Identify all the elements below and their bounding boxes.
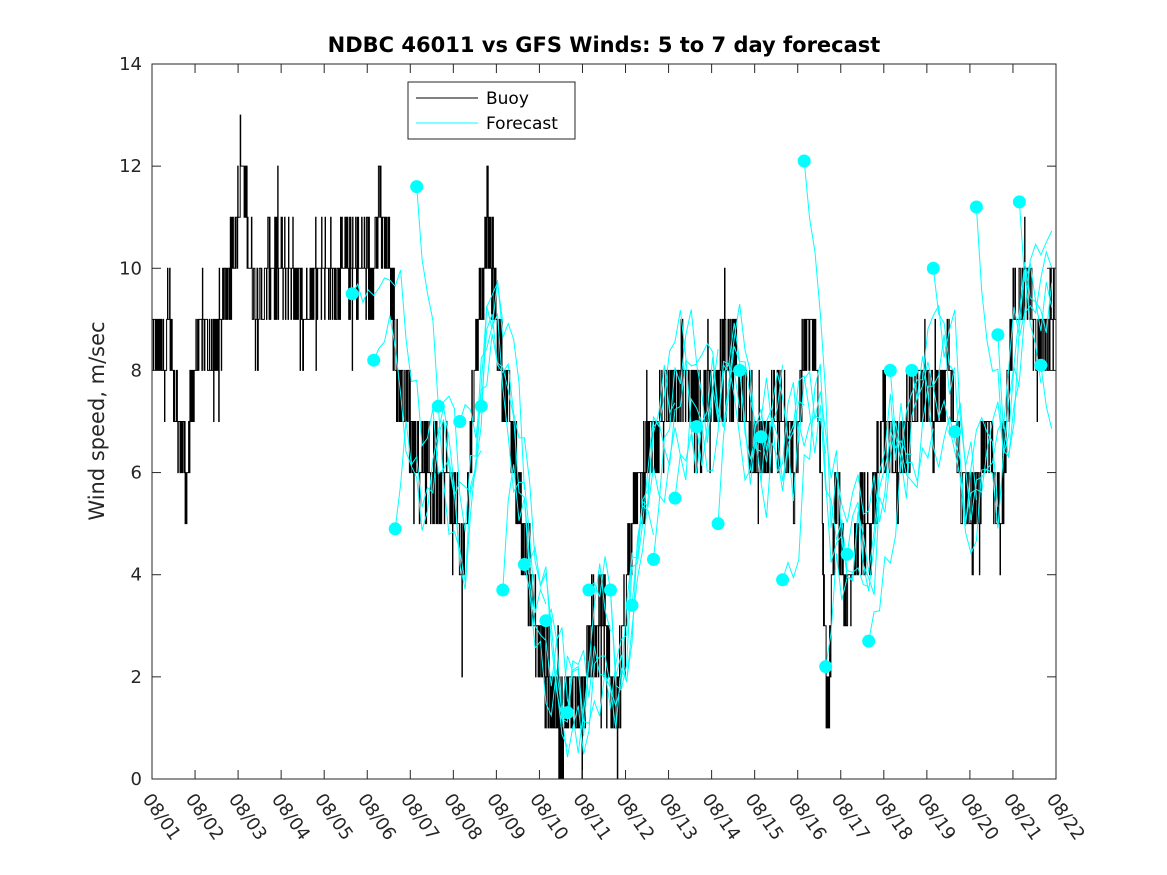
forecast-series-line — [911, 361, 1020, 555]
forecast-marker — [926, 261, 940, 275]
forecast-marker — [431, 399, 445, 413]
chart-title: NDBC 46011 vs GFS Winds: 5 to 7 day fore… — [328, 33, 881, 57]
legend-buoy-label: Buoy — [486, 89, 529, 109]
y-tick-label: 10 — [119, 258, 142, 279]
forecast-marker — [754, 430, 768, 444]
forecast-series-line — [588, 310, 698, 691]
forecast-series-line — [889, 356, 999, 527]
legend-box — [407, 81, 576, 140]
forecast-series-line — [997, 230, 1053, 429]
y-tick-label: 0 — [131, 769, 142, 790]
forecast-marker — [862, 634, 876, 648]
forecast-marker — [776, 573, 790, 587]
forecast-series-line — [610, 349, 719, 682]
forecast-marker — [991, 328, 1005, 342]
forecast-marker — [496, 583, 510, 597]
forecast-marker — [345, 287, 359, 301]
buoy-series-line — [152, 114, 1056, 780]
y-tick-label: 8 — [131, 360, 142, 381]
forecast-series-line — [459, 334, 568, 748]
y-axis-label: Wind speed, m/sec — [85, 321, 109, 520]
forecast-marker — [969, 200, 983, 214]
forecast-marker — [883, 363, 897, 377]
forecast-marker — [948, 425, 962, 439]
y-tick-label: 6 — [131, 463, 142, 484]
forecast-marker — [453, 415, 467, 428]
forecast-series-line — [825, 393, 934, 667]
forecast-marker — [388, 522, 402, 536]
forecast-marker — [668, 491, 682, 505]
forecast-marker — [539, 614, 553, 628]
y-tick-label: 4 — [131, 565, 142, 586]
forecast-marker — [1012, 195, 1026, 209]
forecast-series-line — [545, 504, 654, 758]
forecast-marker — [733, 363, 747, 377]
forecast-series-line — [932, 268, 1042, 521]
forecast-marker — [797, 154, 811, 168]
forecast-marker — [690, 420, 704, 434]
y-tick-label: 12 — [119, 156, 142, 177]
legend-forecast-label: Forecast — [486, 114, 558, 134]
forecast-series-line — [437, 312, 547, 614]
forecast-marker — [647, 552, 660, 566]
series-layer — [152, 114, 1056, 780]
forecast-marker — [711, 517, 725, 531]
forecast-series-line — [760, 370, 869, 588]
forecast-series-line — [739, 370, 848, 571]
forecast-marker — [1034, 358, 1048, 372]
forecast-marker — [840, 547, 854, 561]
forecast-marker — [604, 583, 617, 597]
marker-layer — [345, 154, 1048, 720]
forecast-series-line — [566, 364, 676, 713]
forecast-series-line — [394, 280, 504, 529]
y-tick-label: 2 — [131, 667, 142, 688]
forecast-marker — [905, 363, 919, 377]
y-tick-label: 14 — [119, 54, 142, 75]
forecast-series-line — [975, 206, 1053, 457]
forecast-series-line — [868, 304, 977, 642]
forecast-series-line — [1018, 201, 1053, 334]
forecast-marker — [560, 706, 574, 720]
forecast-series-line — [1040, 365, 1053, 430]
forecast-marker — [517, 558, 531, 571]
forecast-marker — [819, 660, 833, 674]
forecast-series-line — [846, 334, 956, 596]
forecast-marker — [474, 399, 488, 413]
forecast-series-line — [653, 303, 762, 560]
forecast-marker — [410, 180, 424, 194]
forecast-series-line — [523, 552, 633, 724]
forecast-series-line — [480, 313, 590, 737]
forecast-marker — [367, 353, 381, 367]
forecast-series-line — [782, 363, 891, 592]
plot-frame — [151, 63, 1057, 780]
forecast-series-line — [717, 346, 827, 524]
forecast-series-line — [373, 315, 482, 590]
forecast-marker — [582, 583, 596, 597]
forecast-series-line — [416, 186, 525, 583]
forecast-series-line — [351, 269, 461, 559]
forecast-marker — [625, 598, 639, 612]
legend: Buoy Forecast — [407, 81, 576, 140]
